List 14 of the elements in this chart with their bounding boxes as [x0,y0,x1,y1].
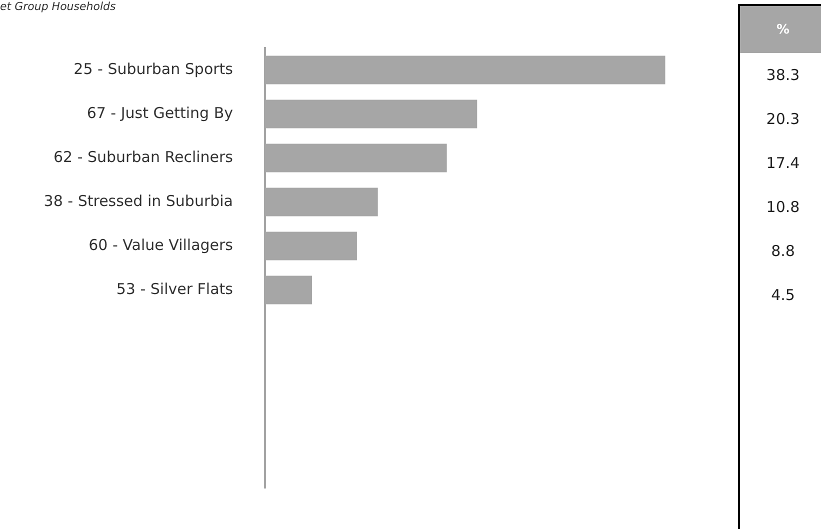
data-label: 17.4 [766,154,800,172]
y-tick-label: 62 - Suburban Recliners [53,148,234,166]
data-label: 4.5 [771,286,795,304]
y-tick-label: 25 - Suburban Sports [74,60,234,78]
y-tick-label: 38 - Stressed in Suburbia [44,192,233,210]
data-label: 20.3 [766,110,800,128]
data-label: 10.8 [766,198,800,216]
y-tick-label: 67 - Just Getting By [86,104,234,122]
y-tick-label: 60 - Value Villagers [88,236,234,254]
data-label: 38.3 [766,66,800,84]
data-label: 8.8 [771,242,795,260]
y-tick-label: 53 - Silver Flats [116,280,234,298]
text: % [776,22,790,38]
text: et Group Households [0,0,116,13]
